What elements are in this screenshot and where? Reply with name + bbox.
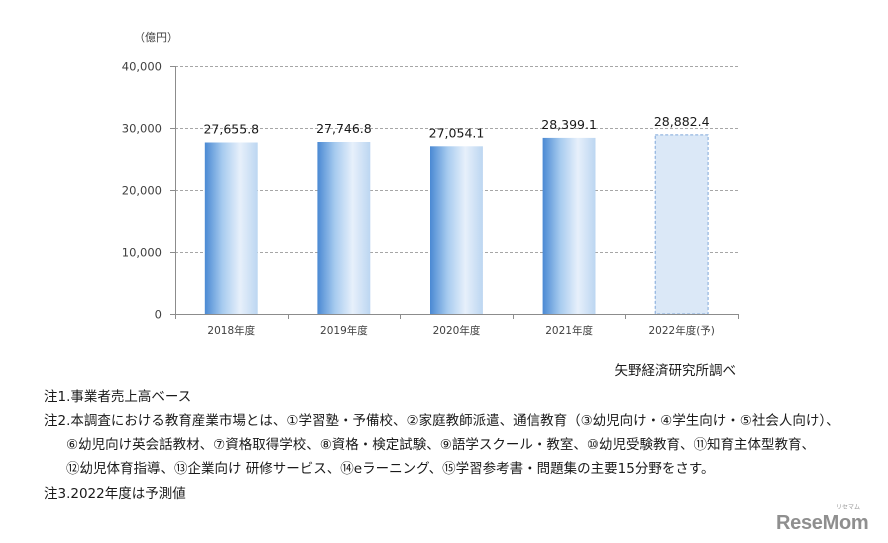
bar-1 <box>204 142 258 314</box>
x-tick-label-5: 2022年度(予) <box>648 324 714 337</box>
value-label-4: 28,399.1 <box>541 117 597 132</box>
x-tick-label-4: 2021年度 <box>545 324 593 337</box>
resemom-logo: リセマム ReseMom <box>776 504 876 538</box>
value-label-2: 27,746.8 <box>316 121 372 136</box>
value-label-1: 27,655.8 <box>203 122 259 137</box>
note-2-line-1: 注2.本調査における教育産業市場とは、①学習塾・予備校、②家庭教師派遣、通信教育… <box>44 413 840 429</box>
y-tick-label: 40,000 <box>122 60 162 74</box>
axes <box>170 66 739 319</box>
bar-5 <box>654 134 709 315</box>
y-tick-label: 20,000 <box>122 184 162 198</box>
source-credit: 矢野経済研究所調べ <box>614 363 737 379</box>
logo-text: ReseMom <box>776 512 869 534</box>
x-tick-label-2: 2019年度 <box>320 324 368 337</box>
note-3: 注3.2022年度は予測値 <box>44 486 186 502</box>
bar-2 <box>317 142 371 314</box>
y-axis-unit-label: （億円） <box>134 31 178 44</box>
y-tick-label: 0 <box>155 308 162 322</box>
y-tick-label: 10,000 <box>122 246 162 260</box>
logo-kana: リセマム <box>835 504 860 511</box>
value-label-5: 28,882.4 <box>654 114 710 129</box>
x-tick-label-3: 2020年度 <box>433 324 481 337</box>
note-1: 注1.事業者売上高ベース <box>44 389 192 405</box>
value-label-3: 27,054.1 <box>429 125 485 140</box>
bars <box>204 134 709 315</box>
y-tick-label: 30,000 <box>122 122 162 136</box>
chart-labels: 0 10,000 20,000 30,000 40,000 27,655.8 2018年度 2… <box>122 60 715 338</box>
note-2-line-2: ⑥幼児向け英会話教材、⑦資格取得学校、⑧資格・検定試験、⑨語学スクール・教室、⑩… <box>66 437 816 453</box>
note-2-line-3: ⑫幼児体育指導、⑬企業向け 研修サービス、⑭eラーニング、⑮学習参考書・問題集の… <box>66 461 715 477</box>
bar-chart: （億円） 0 10,000 20,000 30,000 40,000 27,655.8 20… <box>122 31 739 338</box>
bar-3 <box>430 146 483 314</box>
x-tick-label-1: 2018年度 <box>207 324 255 337</box>
bar-4 <box>542 137 596 314</box>
